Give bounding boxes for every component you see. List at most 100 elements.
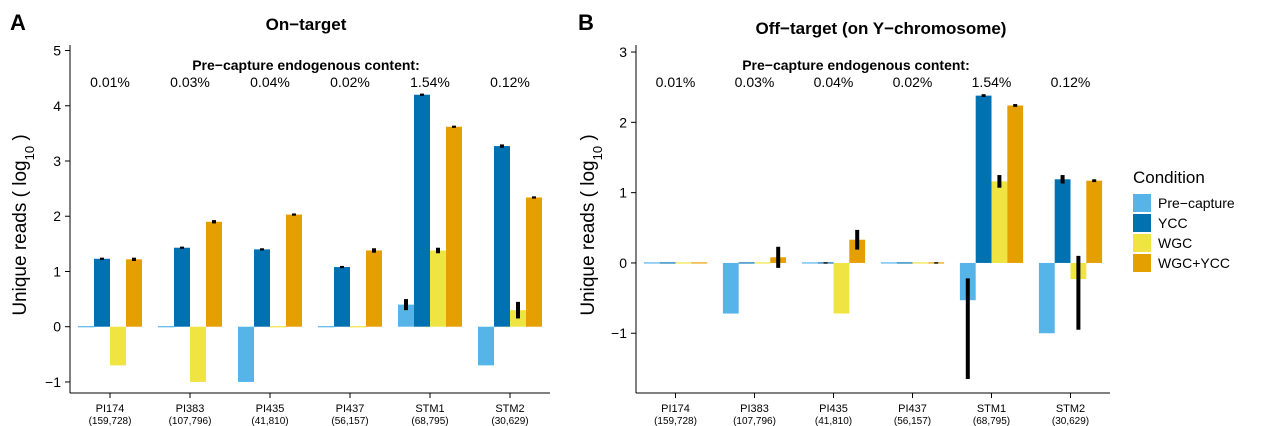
bar [643, 262, 660, 264]
bar [1038, 262, 1055, 334]
endogenous-content-label: 0.01% [656, 74, 696, 90]
x-tick-count-label: (159,728) [654, 416, 697, 426]
bar [1007, 105, 1024, 263]
bar [398, 304, 414, 327]
x-tick-count-label: (56,157) [331, 416, 368, 426]
x-tick-count-label: (68,795) [973, 416, 1010, 426]
x-tick-label: PI435 [819, 403, 848, 415]
endogenous-content-label: 0.12% [1051, 74, 1091, 90]
y-tick-label: 1 [619, 185, 627, 201]
bar [754, 262, 771, 264]
x-tick-label: STM1 [977, 403, 1006, 415]
x-tick-label: PI435 [256, 403, 285, 415]
bar [975, 95, 992, 263]
y-tick-label: 3 [53, 153, 61, 169]
legend-swatch [1133, 214, 1151, 232]
bar [1086, 180, 1103, 263]
bar [722, 262, 739, 314]
legend-swatch [1133, 234, 1151, 252]
bar [801, 262, 818, 264]
legend-swatch [1133, 194, 1151, 212]
bar [174, 247, 190, 327]
panel-a-subtitle: Pre−capture endogenous content: [192, 57, 420, 73]
legend-swatch [1133, 254, 1151, 272]
x-tick-label: PI437 [336, 403, 365, 415]
y-tick-label: 2 [619, 114, 627, 130]
panel-a-title: On−target [266, 15, 347, 34]
y-tick-label: 5 [53, 43, 61, 59]
bar [510, 310, 526, 327]
x-tick-count-label: (159,728) [89, 416, 132, 426]
bar [494, 146, 510, 327]
x-tick-count-label: (107,796) [169, 416, 212, 426]
x-tick-count-label: (30,629) [1052, 416, 1089, 426]
bar [350, 326, 366, 328]
legend: Condition Pre−capture YCC WGC WGC+YCC [1133, 168, 1235, 272]
panel-b-y-axis-label: Unique reads ( log10 ) [578, 134, 605, 315]
panel-b-subtitle: Pre−capture endogenous content: [742, 57, 970, 73]
legend-label: WGC+YCC [1158, 255, 1230, 271]
x-tick-label: STM1 [415, 403, 444, 415]
endogenous-content-label: 0.03% [735, 74, 775, 90]
endogenous-content-label: 0.01% [90, 74, 130, 90]
endogenous-content-label: 1.54% [972, 74, 1012, 90]
x-tick-label: PI383 [740, 403, 769, 415]
endogenous-content-label: 0.02% [893, 74, 933, 90]
bar [366, 250, 382, 327]
bar [430, 250, 446, 327]
bar [991, 181, 1008, 263]
panel-letter-a: A [10, 10, 26, 35]
bar [414, 94, 430, 327]
panel-a-plot: −1 0 1 2 3 4 5 PI174(159,728) 0.01% PI383(107,796… [45, 43, 550, 426]
legend-label: Pre−capture [1158, 195, 1235, 211]
endogenous-content-label: 0.04% [250, 74, 290, 90]
bar [94, 258, 110, 327]
bar [912, 262, 929, 264]
endogenous-content-label: 0.03% [170, 74, 210, 90]
bar [206, 221, 222, 327]
endogenous-content-label: 0.02% [330, 74, 370, 90]
x-tick-count-label: (107,796) [733, 416, 776, 426]
x-tick-count-label: (30,629) [491, 416, 528, 426]
y-tick-label: 3 [619, 44, 627, 60]
y-tick-label: 0 [619, 255, 627, 271]
endogenous-content-label: 1.54% [410, 74, 450, 90]
bar [254, 249, 270, 327]
y-tick-label: 1 [53, 263, 61, 279]
bar [526, 197, 542, 327]
bar [238, 326, 254, 382]
bar [286, 214, 302, 327]
bar [691, 262, 708, 264]
legend-title: Condition [1133, 168, 1205, 187]
bar [833, 262, 850, 314]
legend-label: YCC [1158, 215, 1188, 231]
y-tick-label: 2 [53, 208, 61, 224]
y-tick-label: −1 [611, 325, 627, 341]
x-tick-count-label: (68,795) [411, 416, 448, 426]
bar [158, 326, 174, 328]
bar [880, 262, 897, 264]
bar [78, 326, 94, 328]
x-tick-count-label: (56,157) [894, 416, 931, 426]
bar [446, 126, 462, 327]
panel-b: B Off−target (on Y−chromosome) Pre−captu… [578, 10, 1110, 426]
panel-a-y-axis-label: Unique reads ( log10 ) [10, 134, 37, 315]
bar [849, 239, 866, 263]
y-tick-label: −1 [45, 374, 61, 390]
x-tick-count-label: (41,810) [251, 416, 288, 426]
panel-a: A On−target Pre−capture endogenous conte… [10, 10, 550, 426]
bar [738, 262, 755, 264]
bar [1054, 179, 1071, 263]
panel-b-title: Off−target (on Y−chromosome) [756, 19, 1007, 38]
endogenous-content-label: 0.04% [814, 74, 854, 90]
bar [318, 326, 334, 328]
x-tick-label: PI174 [96, 403, 125, 415]
x-tick-count-label: (41,810) [815, 416, 852, 426]
x-tick-label: STM2 [495, 403, 524, 415]
bar [126, 259, 142, 327]
panel-letter-b: B [578, 10, 594, 35]
bar [896, 262, 913, 264]
bar [675, 262, 692, 264]
y-tick-label: 0 [53, 319, 61, 335]
